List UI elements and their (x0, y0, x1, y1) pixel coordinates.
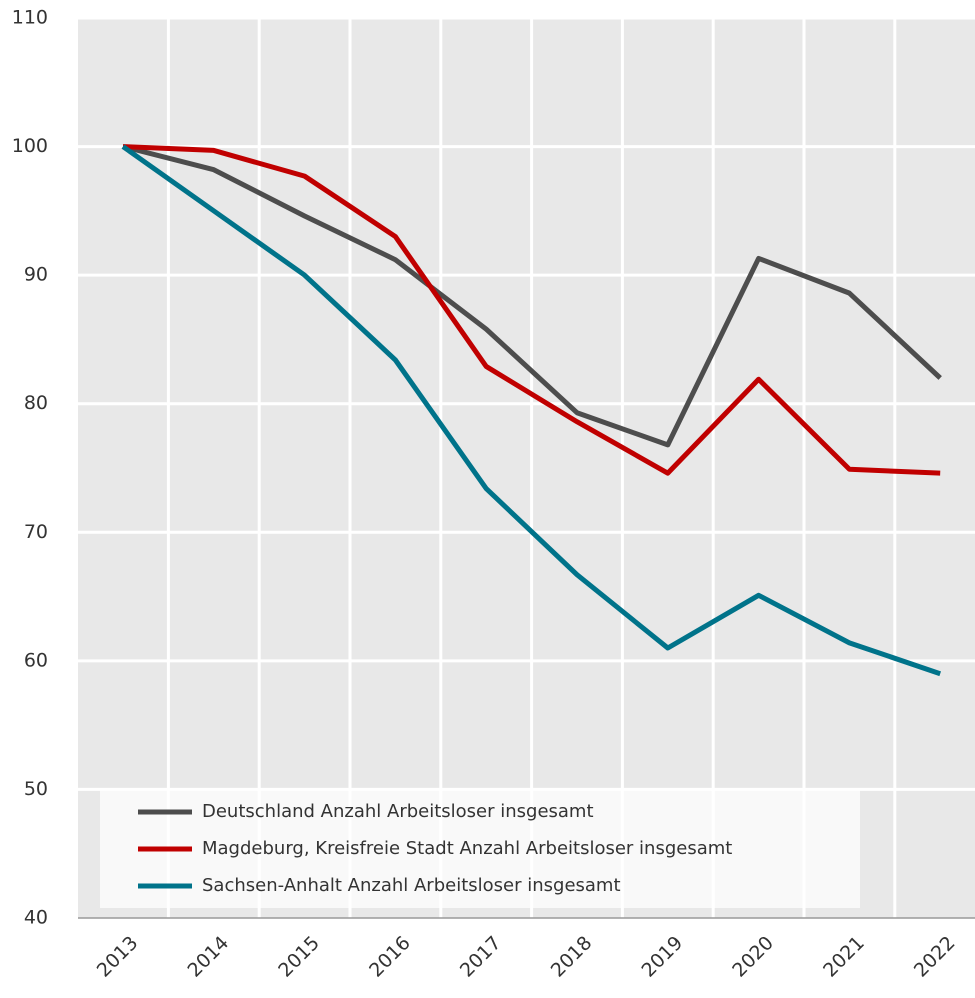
x-tick-label: 2016 (365, 932, 415, 982)
x-tick-label: 2013 (93, 932, 143, 982)
legend-box (100, 790, 860, 908)
y-tick-label: 90 (24, 264, 48, 286)
y-tick-label: 80 (24, 392, 48, 414)
x-tick-label: 2018 (547, 932, 597, 982)
y-tick-label: 100 (12, 135, 48, 157)
x-tick-label: 2022 (910, 932, 960, 982)
legend-label: Magdeburg, Kreisfreie Stadt Anzahl Arbei… (202, 838, 732, 859)
y-tick-label: 60 (24, 649, 48, 671)
x-tick-label: 2020 (728, 932, 778, 982)
legend-label: Sachsen-Anhalt Anzahl Arbeitsloser insge… (202, 875, 621, 896)
y-tick-label: 70 (24, 521, 48, 543)
line-series (122, 144, 941, 476)
y-tick-label: 40 (24, 907, 48, 929)
line-series (122, 144, 942, 448)
plot-area (78, 18, 975, 918)
x-tick-label: 2015 (274, 932, 324, 982)
legend: Deutschland Anzahl Arbeitsloser insgesam… (100, 790, 860, 908)
x-tick-label: 2014 (183, 932, 233, 982)
x-tick-label: 2021 (819, 932, 869, 982)
x-tick-label: 2019 (637, 932, 687, 982)
y-tick-label: 50 (24, 778, 48, 800)
line-series (121, 144, 942, 677)
legend-label: Deutschland Anzahl Arbeitsloser insgesam… (202, 801, 594, 822)
x-tick-label: 2017 (456, 932, 506, 982)
y-tick-label: 110 (12, 7, 48, 29)
